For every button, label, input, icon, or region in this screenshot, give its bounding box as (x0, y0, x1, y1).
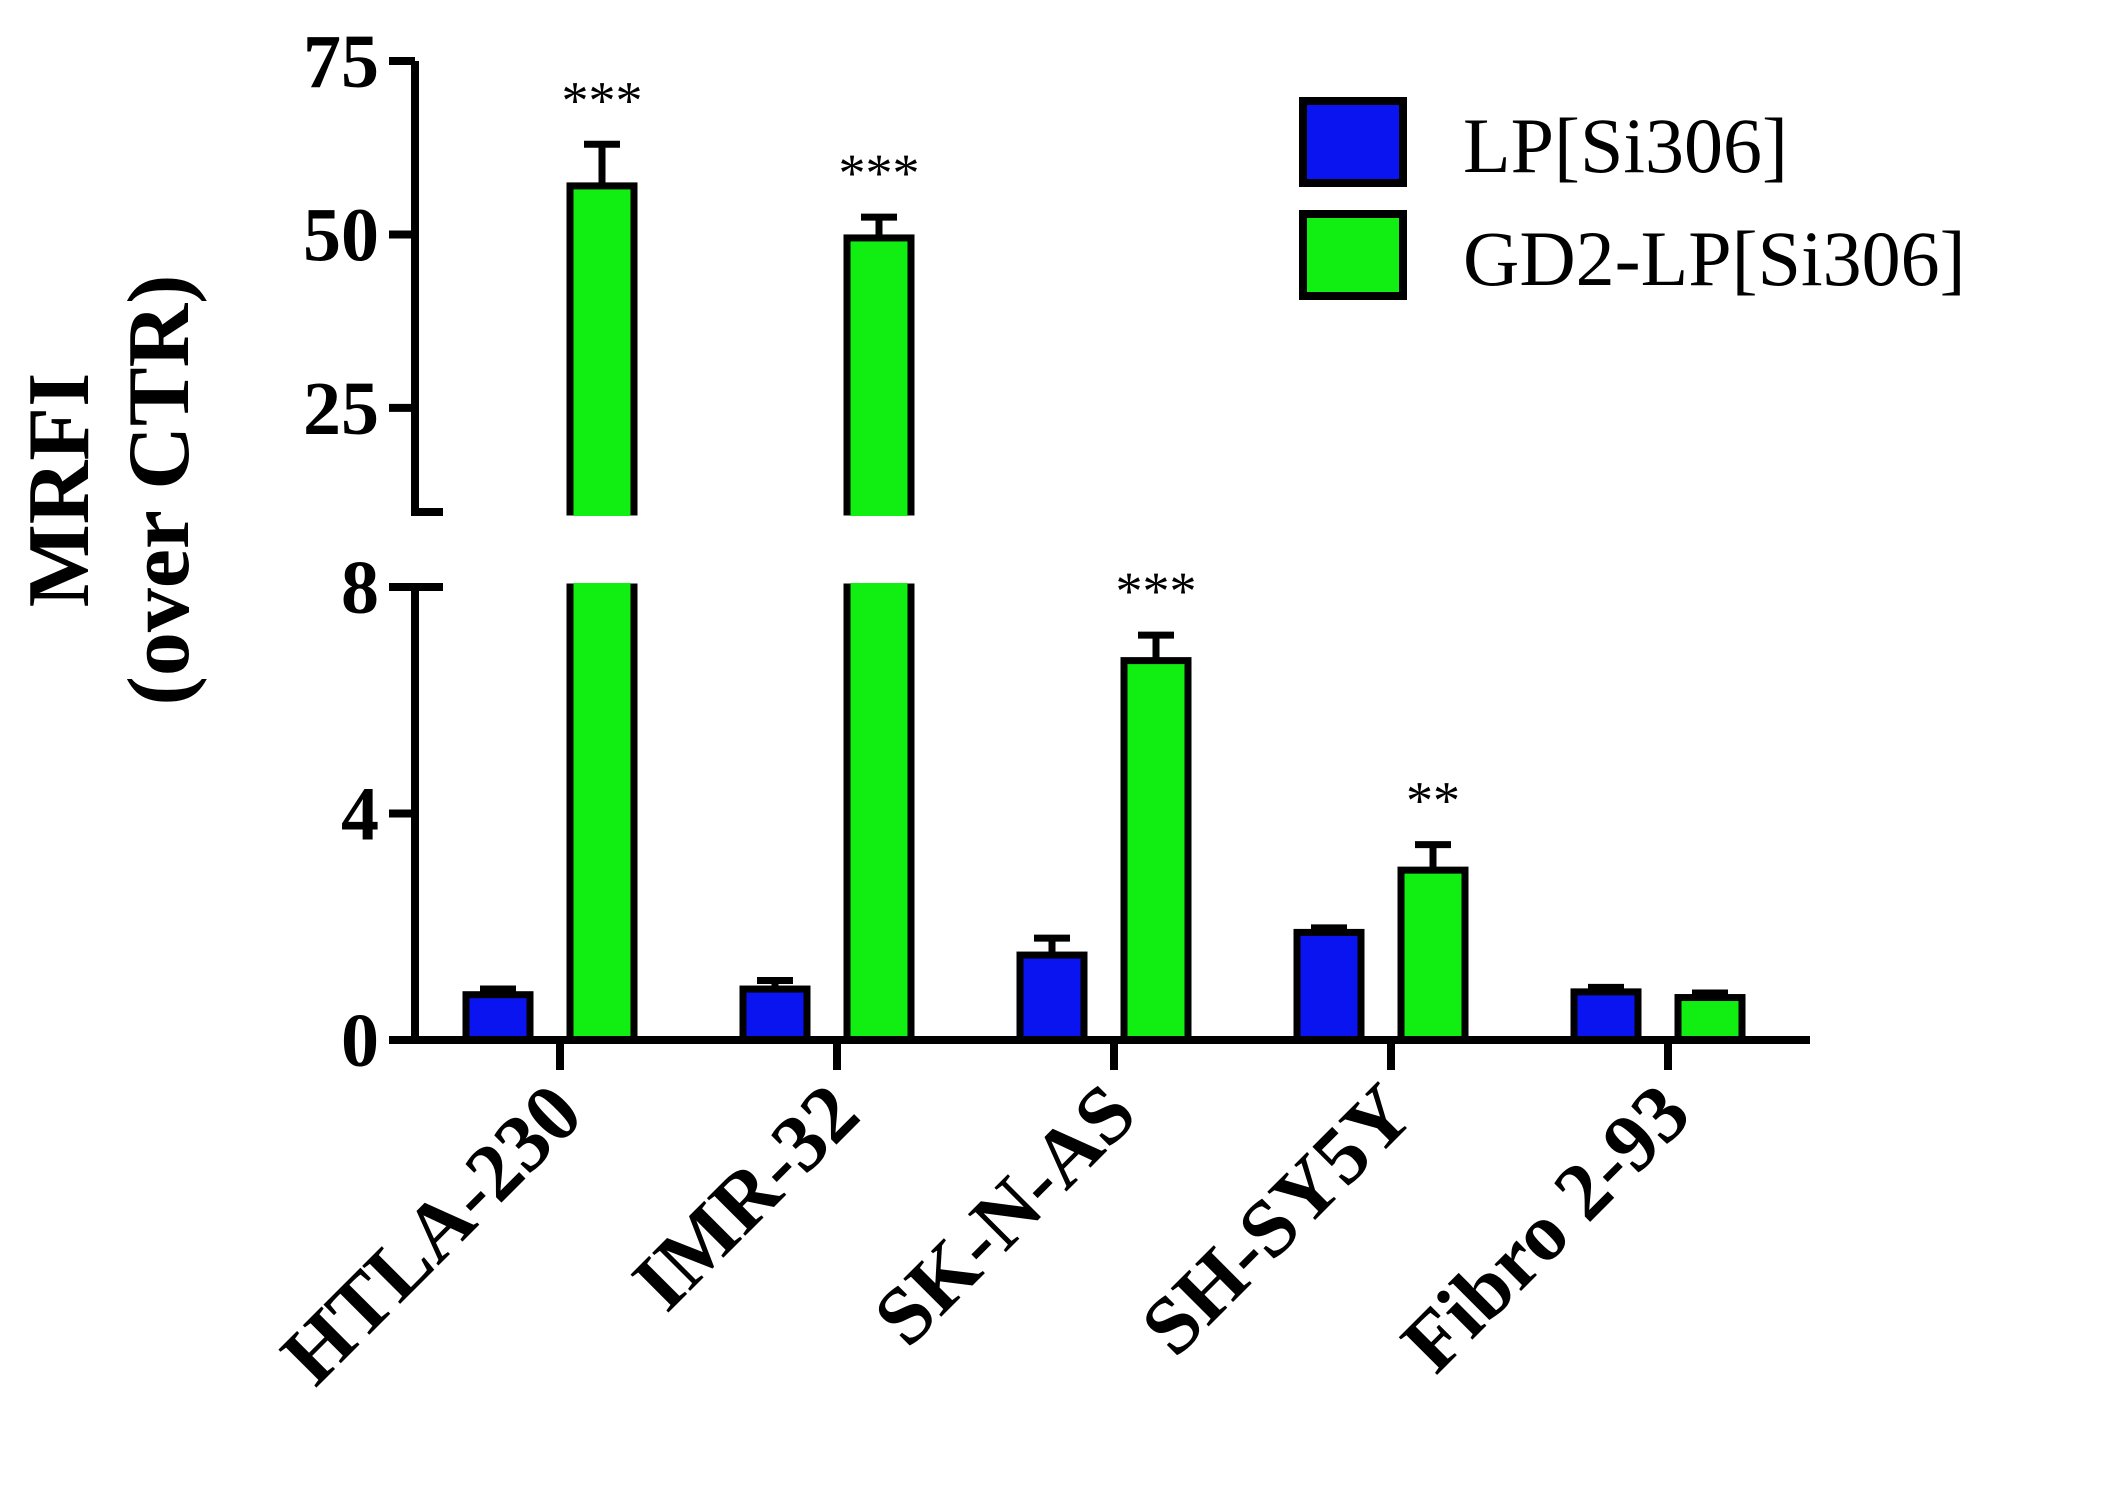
significance-label: *** (562, 70, 643, 130)
legend: LP[Si306] GD2-LP[Si306] (1299, 97, 1966, 302)
y-tick-label: 50 (303, 193, 379, 277)
bar-break-fill (573, 508, 631, 516)
legend-label-gd2-lp: GD2-LP[Si306] (1463, 215, 1966, 302)
legend-swatch-lp (1299, 97, 1407, 187)
bar (843, 583, 915, 1044)
bar (1397, 866, 1469, 1044)
bar (1120, 657, 1192, 1044)
legend-swatch-gd2-lp (1299, 210, 1407, 300)
bar-break-fill (573, 583, 631, 591)
bar (1570, 988, 1642, 1044)
y-tick-label: 8 (341, 546, 379, 630)
y-tick-label: 4 (341, 773, 379, 857)
x-tick-label: SK-N-AS (856, 1066, 1152, 1362)
y-tick-label: 25 (303, 367, 379, 451)
bar (566, 182, 638, 516)
bar (462, 991, 534, 1044)
bar (739, 985, 811, 1044)
y-tick-label: 0 (341, 999, 379, 1083)
bar (843, 234, 915, 516)
significance-label: *** (839, 143, 920, 203)
y-axis-title-line1: MRFI (11, 373, 108, 608)
y-axis: 0 4 8 25 50 75 (303, 20, 443, 1083)
bars: *********** (462, 70, 1746, 1044)
bar (1016, 951, 1088, 1044)
x-tick-label: IMR-32 (615, 1066, 876, 1327)
bar (1674, 994, 1746, 1044)
significance-label: ** (1406, 771, 1460, 831)
y-axis-title-line2: (over CTR) (111, 275, 208, 706)
x-tick-label: HTLA-230 (264, 1066, 599, 1401)
bar (566, 583, 638, 1044)
bar (1293, 928, 1365, 1044)
bar-break-fill (850, 508, 908, 516)
y-axis-title: MRFI (over CTR) (11, 275, 208, 706)
y-tick-label: 75 (303, 20, 379, 104)
x-tick-label: SH-SY5Y (1124, 1066, 1430, 1372)
significance-label: *** (1116, 561, 1197, 621)
legend-label-lp: LP[Si306] (1463, 102, 1788, 189)
x-tick-label: Fibro 2-93 (1384, 1066, 1707, 1389)
bar-break-fill (850, 583, 908, 591)
